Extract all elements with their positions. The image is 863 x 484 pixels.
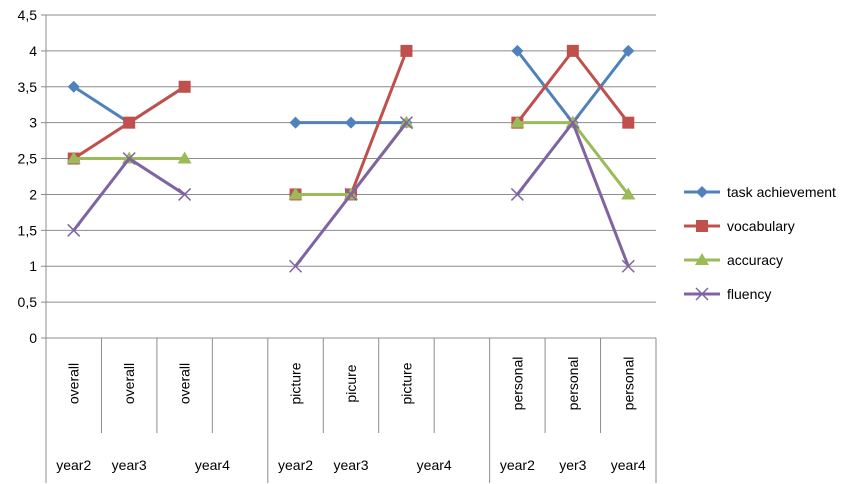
legend-marker — [695, 253, 709, 265]
y-tick-label: 1 — [29, 258, 37, 274]
y-tick-label: 3,5 — [18, 79, 38, 95]
data-point — [66, 151, 81, 164]
y-tick-label: 0 — [29, 330, 37, 346]
data-point — [621, 187, 636, 200]
x-year-label: year4 — [417, 457, 452, 473]
data-point — [67, 80, 80, 93]
x-year-label: year4 — [195, 457, 230, 473]
x-year-label: year2 — [278, 457, 313, 473]
legend-item: task achievement — [684, 184, 836, 200]
y-axis: 0 0,5 1 1,5 2 2,5 3 3,5 4 4,5 — [18, 7, 47, 346]
legend-item: fluency — [684, 286, 771, 302]
legend-marker — [696, 220, 708, 232]
data-point — [67, 223, 81, 237]
legend: task achievement vocabulary accuracy fluenc… — [684, 184, 836, 302]
legend-label: task achievement — [727, 184, 836, 200]
x-axis: overall overall overall picture picure pictur… — [45, 337, 657, 483]
data-point — [566, 116, 580, 130]
data-point — [344, 187, 358, 201]
x-category-label: personal — [565, 357, 581, 411]
data-point — [621, 259, 635, 273]
y-tick-label: 3 — [29, 115, 37, 131]
data-point — [289, 116, 302, 129]
series-fluency — [67, 116, 635, 273]
x-category-label: picture — [288, 362, 304, 404]
legend-marker — [696, 186, 708, 198]
legend-label: fluency — [727, 286, 771, 302]
data-point — [399, 116, 413, 130]
legend-label: vocabulary — [727, 218, 795, 234]
y-tick-label: 2 — [29, 186, 37, 202]
legend-item: vocabulary — [684, 218, 795, 234]
x-year-label: year4 — [611, 457, 646, 473]
series-lines — [66, 44, 636, 273]
x-year-label: year2 — [56, 457, 91, 473]
data-point — [566, 44, 579, 57]
legend-marker — [695, 287, 709, 301]
x-category-label: picture — [398, 362, 414, 404]
x-category-label: overall — [66, 363, 82, 404]
data-point — [622, 44, 635, 57]
y-tick-label: 4,5 — [18, 7, 38, 23]
data-point — [510, 187, 524, 201]
x-category-label: overall — [177, 363, 193, 404]
x-year-label: year3 — [112, 457, 147, 473]
data-point — [288, 187, 303, 200]
data-point — [622, 116, 635, 129]
x-category-label: personal — [620, 357, 636, 411]
data-point — [122, 152, 136, 166]
data-point — [178, 187, 192, 201]
data-point — [400, 44, 413, 57]
data-point — [511, 44, 524, 57]
y-tick-label: 2,5 — [18, 151, 38, 167]
x-year-label: yer3 — [559, 457, 586, 473]
y-tick-label: 4 — [29, 43, 37, 59]
data-point — [177, 151, 192, 164]
x-category-label: picure — [343, 364, 359, 402]
data-point — [289, 259, 303, 273]
x-year-label: year3 — [333, 457, 368, 473]
legend-label: accuracy — [727, 252, 783, 268]
legend-item: accuracy — [684, 252, 783, 268]
data-point — [178, 80, 191, 93]
data-point — [345, 116, 357, 129]
x-category-label: personal — [509, 357, 525, 411]
y-tick-label: 0,5 — [18, 294, 38, 310]
y-tick-label: 1,5 — [18, 222, 38, 238]
data-point — [123, 116, 136, 129]
data-point — [510, 115, 525, 128]
x-category-label: overall — [121, 363, 137, 404]
x-year-label: year2 — [500, 457, 535, 473]
